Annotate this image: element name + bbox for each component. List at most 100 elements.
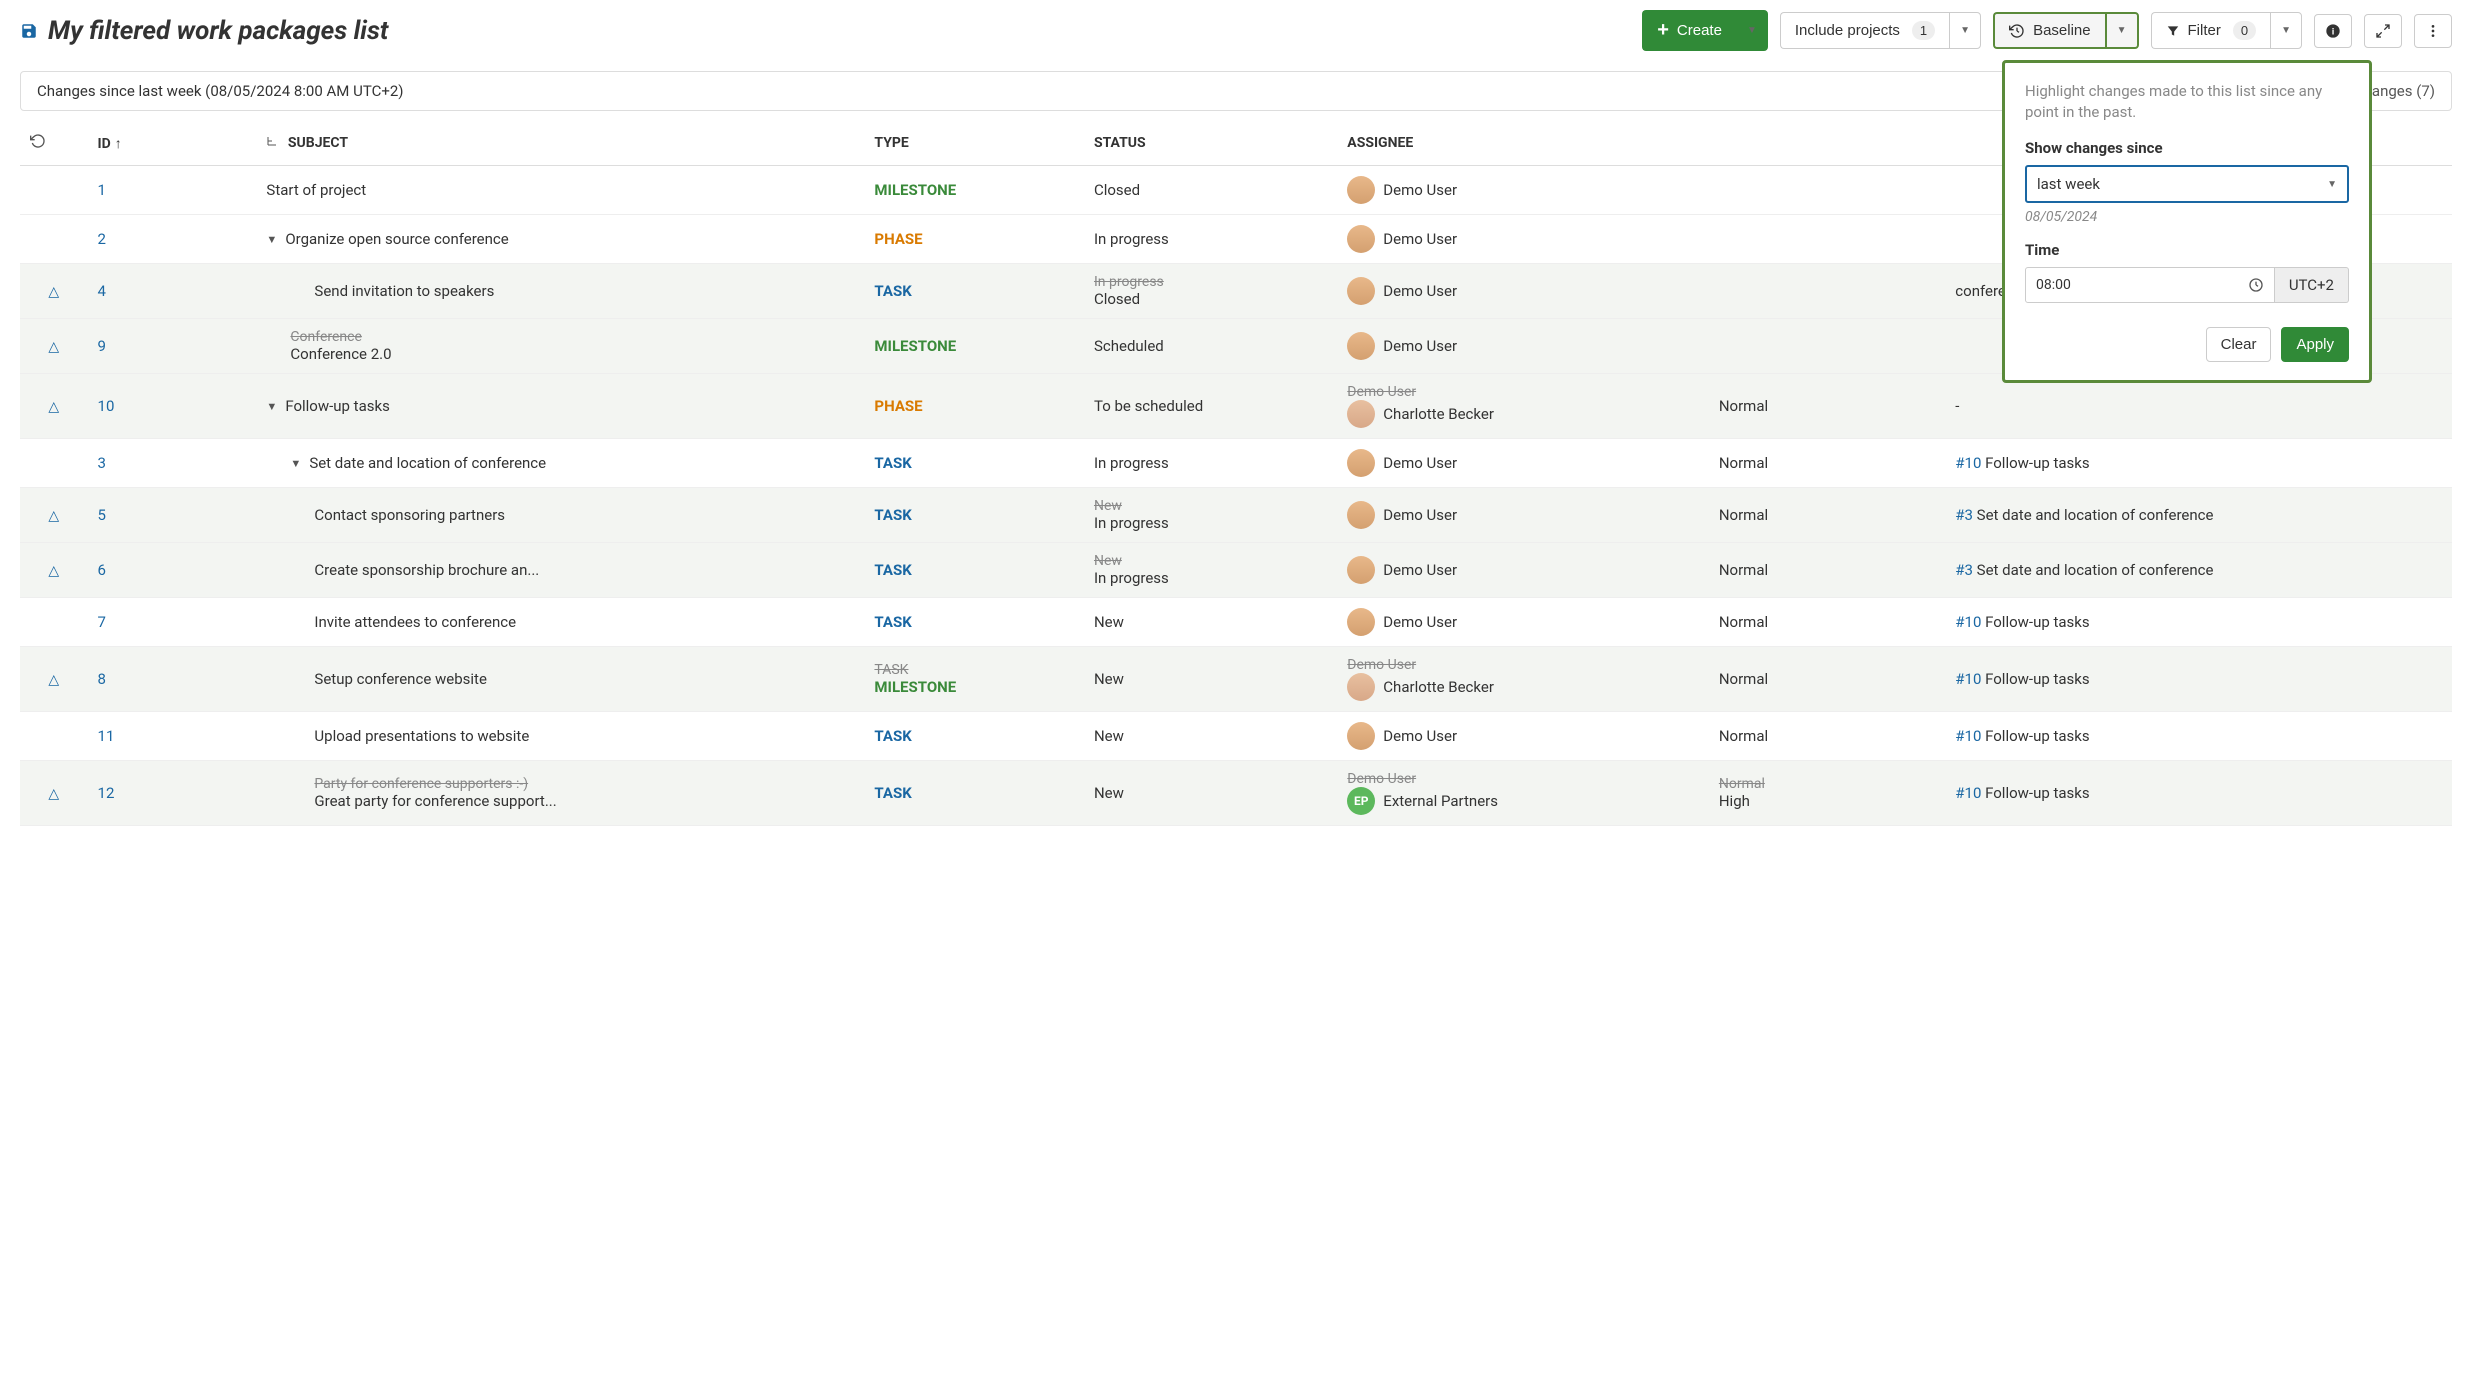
- include-projects-dropdown[interactable]: ▼: [1949, 12, 1981, 49]
- hierarchy-icon: [266, 135, 278, 147]
- col-header-subject[interactable]: SUBJECT: [256, 121, 864, 166]
- parent-link[interactable]: #10: [1955, 613, 1981, 631]
- subject-cell[interactable]: ▼Set date and location of conference: [256, 439, 864, 488]
- subject-cell[interactable]: Party for conference supporters :-)Great…: [256, 761, 864, 826]
- avatar: [1347, 400, 1375, 428]
- page-header: My filtered work packages list +Create ▼…: [0, 0, 2472, 61]
- create-button[interactable]: +Create: [1642, 10, 1736, 51]
- table-row[interactable]: △6Create sponsorship brochure an...TASKN…: [20, 543, 2452, 598]
- spacer-cell: [189, 761, 257, 826]
- col-header-priority[interactable]: [1709, 121, 1945, 166]
- parent-link[interactable]: #10: [1955, 670, 1981, 688]
- subject-cell[interactable]: Invite attendees to conference: [256, 598, 864, 647]
- type-text: TASK: [874, 506, 911, 524]
- spacer-cell: [189, 439, 257, 488]
- col-header-assignee[interactable]: ASSIGNEE: [1337, 121, 1709, 166]
- chevron-down-icon[interactable]: ▼: [266, 400, 277, 413]
- spacer-cell: [189, 374, 257, 439]
- table-row[interactable]: △10▼Follow-up tasksPHASETo be scheduledD…: [20, 374, 2452, 439]
- time-input[interactable]: 08:00: [2025, 267, 2275, 303]
- parent-text: Set date and location of conference: [1973, 561, 2214, 579]
- table-row[interactable]: 11Upload presentations to websiteTASKNew…: [20, 712, 2452, 761]
- parent-link[interactable]: #10: [1955, 784, 1981, 802]
- include-projects-button[interactable]: Include projects1: [1780, 12, 1949, 49]
- col-header-status[interactable]: STATUS: [1084, 121, 1337, 166]
- id-cell[interactable]: 1: [88, 166, 189, 215]
- subject-cell[interactable]: Setup conference website: [256, 647, 864, 712]
- subject-cell[interactable]: Create sponsorship brochure an...: [256, 543, 864, 598]
- id-link: 12: [98, 784, 115, 802]
- subject-cell[interactable]: Contact sponsoring partners: [256, 488, 864, 543]
- delta-icon: △: [48, 563, 59, 579]
- id-cell[interactable]: 6: [88, 543, 189, 598]
- id-cell[interactable]: 11: [88, 712, 189, 761]
- table-row[interactable]: △8Setup conference websiteTASKMILESTONEN…: [20, 647, 2452, 712]
- old-assignee: Demo User: [1347, 771, 1699, 787]
- filter-count: 0: [2233, 21, 2256, 40]
- assignee-name: Demo User: [1383, 454, 1457, 472]
- subject-text: Start of project: [266, 181, 366, 199]
- parent-cell: #10 Follow-up tasks: [1945, 598, 2452, 647]
- chevron-down-icon[interactable]: ▼: [290, 457, 301, 470]
- assignee-cell: Demo User: [1337, 543, 1709, 598]
- parent-link[interactable]: #3: [1955, 561, 1973, 579]
- table-row[interactable]: △12Party for conference supporters :-)Gr…: [20, 761, 2452, 826]
- assignee-cell: Demo User: [1337, 712, 1709, 761]
- id-link: 2: [98, 230, 106, 248]
- show-since-select[interactable]: last week ▼: [2025, 165, 2349, 203]
- type-text: TASK: [874, 613, 911, 631]
- id-cell[interactable]: 9: [88, 319, 189, 374]
- id-cell[interactable]: 5: [88, 488, 189, 543]
- assignee-row: Demo User: [1347, 556, 1699, 584]
- col-header-type[interactable]: TYPE: [864, 121, 1084, 166]
- assignee-name: Demo User: [1383, 181, 1457, 199]
- status-cell: In progress: [1084, 215, 1337, 264]
- id-cell[interactable]: 8: [88, 647, 189, 712]
- parent-link[interactable]: #3: [1955, 506, 1973, 524]
- id-cell[interactable]: 2: [88, 215, 189, 264]
- assignee-cell: Demo User: [1337, 319, 1709, 374]
- time-label: Time: [2025, 241, 2349, 259]
- type-text: TASK: [874, 784, 911, 802]
- col-header-id[interactable]: ID↑: [88, 121, 189, 166]
- parent-link[interactable]: #10: [1955, 727, 1981, 745]
- more-vertical-icon: [2425, 23, 2441, 39]
- more-button[interactable]: [2414, 14, 2452, 48]
- chevron-down-icon: ▼: [1960, 25, 1970, 36]
- subject-cell[interactable]: ▼Organize open source conference: [256, 215, 864, 264]
- baseline-dropdown[interactable]: ▼: [2105, 12, 2139, 49]
- id-link: 3: [98, 454, 106, 472]
- old-assignee: Demo User: [1347, 657, 1699, 673]
- type-cell: TASK: [864, 761, 1084, 826]
- parent-link[interactable]: #10: [1955, 454, 1981, 472]
- assignee-row: Demo User: [1347, 722, 1699, 750]
- assignee-name: External Partners: [1383, 792, 1498, 810]
- save-icon[interactable]: [20, 22, 38, 40]
- id-cell[interactable]: 7: [88, 598, 189, 647]
- subject-cell[interactable]: ConferenceConference 2.0: [256, 319, 864, 374]
- clear-button[interactable]: Clear: [2206, 327, 2272, 362]
- type-cell: PHASE: [864, 215, 1084, 264]
- delta-cell: [20, 215, 88, 264]
- id-cell[interactable]: 3: [88, 439, 189, 488]
- fullscreen-button[interactable]: [2364, 14, 2402, 48]
- table-row[interactable]: 7Invite attendees to conferenceTASKNewDe…: [20, 598, 2452, 647]
- id-cell[interactable]: 4: [88, 264, 189, 319]
- chevron-down-icon[interactable]: ▼: [266, 233, 277, 246]
- baseline-button[interactable]: Baseline: [1993, 12, 2105, 49]
- type-cell: MILESTONE: [864, 166, 1084, 215]
- subject-cell[interactable]: Start of project: [256, 166, 864, 215]
- info-button[interactable]: i: [2314, 14, 2352, 48]
- subject-cell[interactable]: ▼Follow-up tasks: [256, 374, 864, 439]
- table-row[interactable]: △5Contact sponsoring partnersTASKNewIn p…: [20, 488, 2452, 543]
- filter-dropdown[interactable]: ▼: [2270, 12, 2302, 49]
- id-cell[interactable]: 12: [88, 761, 189, 826]
- subject-cell[interactable]: Upload presentations to website: [256, 712, 864, 761]
- subject-cell[interactable]: Send invitation to speakers: [256, 264, 864, 319]
- id-cell[interactable]: 10: [88, 374, 189, 439]
- filter-button[interactable]: Filter0: [2151, 12, 2271, 49]
- create-dropdown[interactable]: ▼: [1736, 10, 1768, 51]
- apply-button[interactable]: Apply: [2281, 327, 2349, 362]
- title-section: My filtered work packages list: [20, 16, 1630, 46]
- table-row[interactable]: 3▼Set date and location of conferenceTAS…: [20, 439, 2452, 488]
